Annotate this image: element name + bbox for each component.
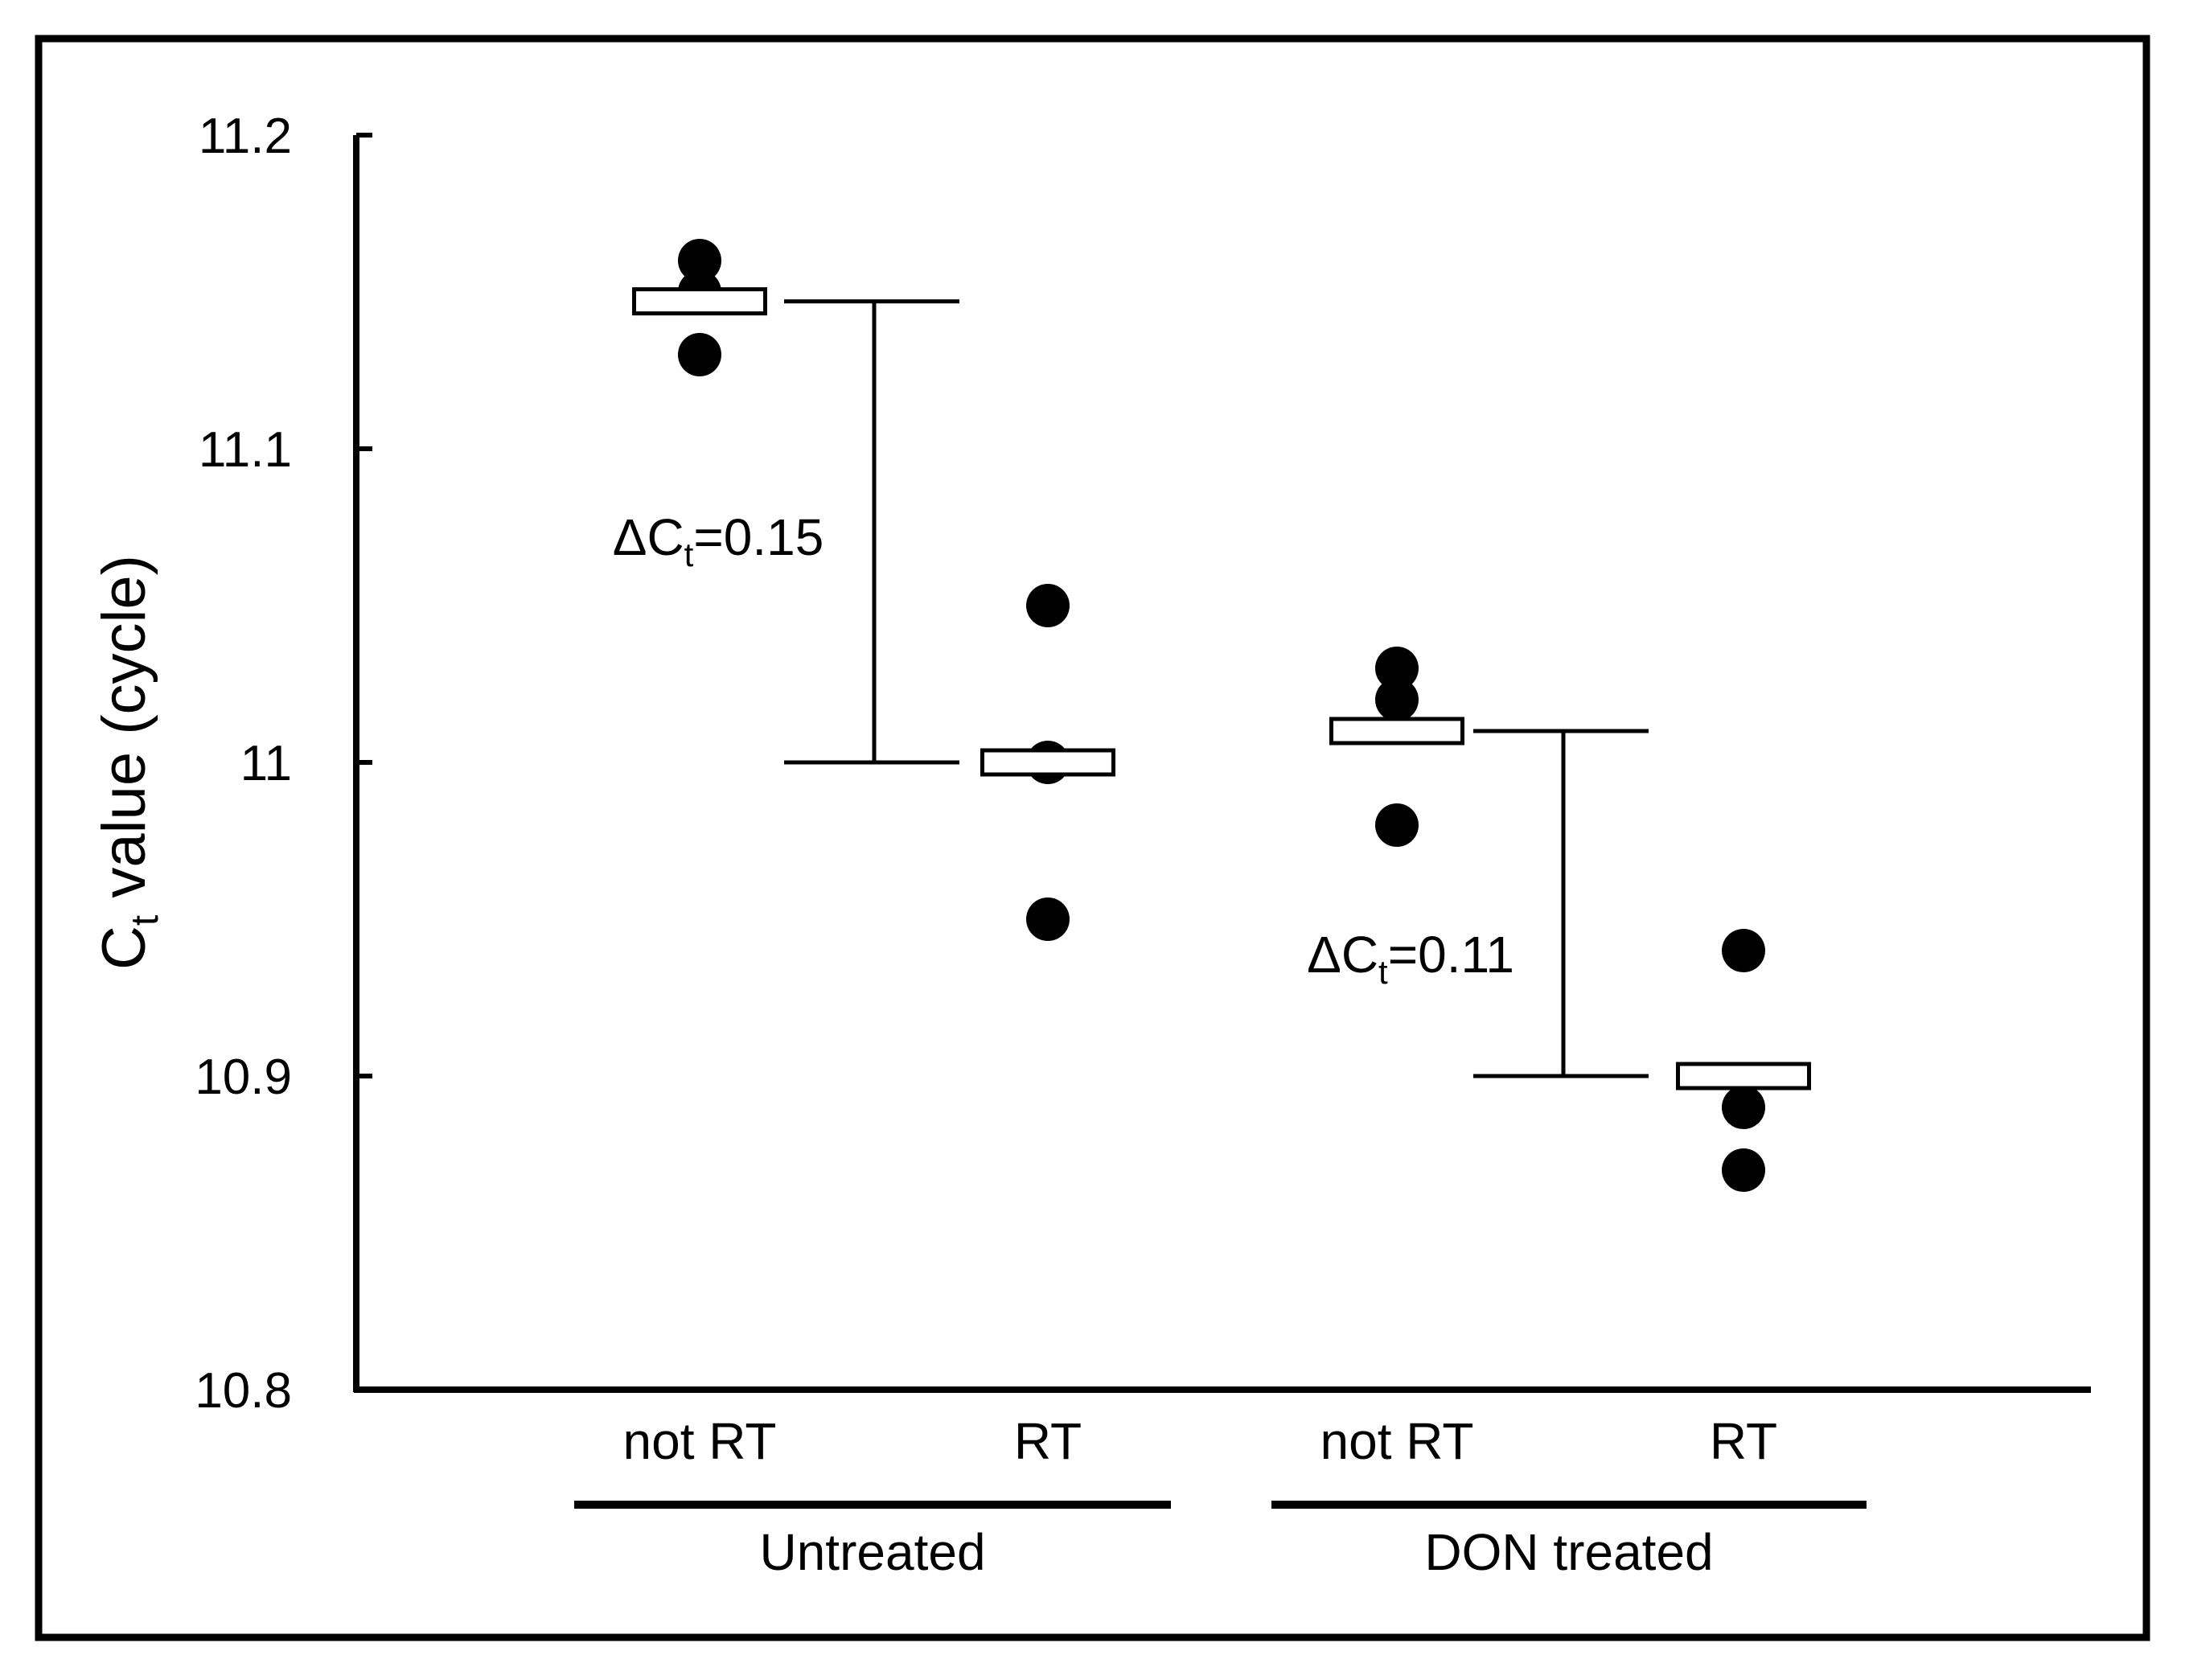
figure-frame (35, 35, 2150, 1641)
mean-box (632, 287, 767, 316)
group-label: Untreated (759, 1523, 985, 1581)
y-axis-label: Ct value (cycle) (90, 555, 166, 970)
y-tick-label: 10.9 (195, 1049, 292, 1105)
mean-box (1676, 1062, 1811, 1091)
marks-layer (632, 239, 1811, 1192)
annotation-layer (784, 299, 1649, 1078)
y-axis-label-base: C (90, 926, 158, 970)
y-tick-label: 11.2 (199, 109, 292, 164)
data-point (1375, 647, 1419, 690)
y-tick-label: 11.1 (199, 422, 292, 478)
mean-box (980, 748, 1115, 777)
delta-ct-label-post: =0.15 (693, 508, 823, 566)
data-point (1375, 803, 1419, 847)
delta-ct-label: ΔCt=0.11 (1307, 926, 1514, 991)
labels-layer: 10.8 10.9 11 11.1 11.2 Ct value (cycle) not RT… (90, 109, 1777, 1581)
data-point (1722, 1148, 1765, 1192)
x-category-label: not RT (1320, 1412, 1474, 1470)
data-point (1026, 584, 1070, 627)
data-point (1375, 678, 1419, 721)
data-point (1722, 1086, 1765, 1129)
y-tick-label: 10.8 (195, 1363, 292, 1419)
delta-ct-label-pre: ΔC (613, 508, 684, 566)
y-axis-label-subscript: t (124, 915, 166, 926)
data-point (678, 333, 721, 376)
x-category-label: RT (1710, 1412, 1777, 1470)
data-point (1026, 898, 1070, 941)
group-label: DON treated (1424, 1523, 1713, 1581)
delta-ct-label-subscript: t (1378, 953, 1388, 991)
x-category-label: not RT (623, 1412, 777, 1470)
delta-ct-label-pre: ΔC (1307, 926, 1378, 984)
y-tick-label: 11 (240, 736, 292, 791)
delta-ct-label: ΔCt=0.15 (613, 508, 824, 573)
data-point (678, 239, 721, 282)
data-point (1722, 929, 1765, 972)
axes-layer (353, 133, 2091, 1509)
delta-ct-label-post: =0.11 (1388, 926, 1514, 984)
mean-box (1329, 717, 1464, 746)
y-axis-label-rest: value (cycle) (90, 555, 158, 915)
x-category-label: RT (1014, 1412, 1082, 1470)
delta-ct-label-subscript: t (684, 536, 694, 573)
